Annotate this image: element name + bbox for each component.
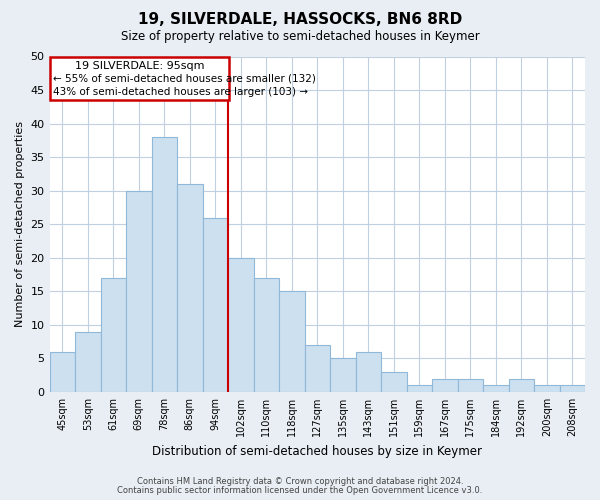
Text: Contains HM Land Registry data © Crown copyright and database right 2024.: Contains HM Land Registry data © Crown c… [137,477,463,486]
Bar [560,385,585,392]
Bar [126,190,152,392]
X-axis label: Distribution of semi-detached houses by size in Keymer: Distribution of semi-detached houses by … [152,444,482,458]
Text: Contains public sector information licensed under the Open Government Licence v3: Contains public sector information licen… [118,486,482,495]
Bar [203,218,228,392]
Text: 19 SILVERDALE: 95sqm: 19 SILVERDALE: 95sqm [74,61,204,71]
Bar [152,137,177,392]
Bar [228,258,254,392]
Bar [254,278,279,392]
Bar [177,184,203,392]
Text: 43% of semi-detached houses are larger (103) →: 43% of semi-detached houses are larger (… [53,86,308,97]
Y-axis label: Number of semi-detached properties: Number of semi-detached properties [15,121,25,327]
Bar [458,378,483,392]
Bar [381,372,407,392]
Bar [330,358,356,392]
Bar [483,385,509,392]
Text: 19, SILVERDALE, HASSOCKS, BN6 8RD: 19, SILVERDALE, HASSOCKS, BN6 8RD [138,12,462,28]
Bar [75,332,101,392]
Bar [407,385,432,392]
Bar [509,378,534,392]
Bar [432,378,458,392]
Bar [305,345,330,392]
Bar [356,352,381,392]
Bar [279,292,305,392]
Bar [101,278,126,392]
Bar [50,352,75,392]
FancyBboxPatch shape [50,56,229,100]
Text: ← 55% of semi-detached houses are smaller (132): ← 55% of semi-detached houses are smalle… [53,74,316,84]
Bar [534,385,560,392]
Text: Size of property relative to semi-detached houses in Keymer: Size of property relative to semi-detach… [121,30,479,43]
